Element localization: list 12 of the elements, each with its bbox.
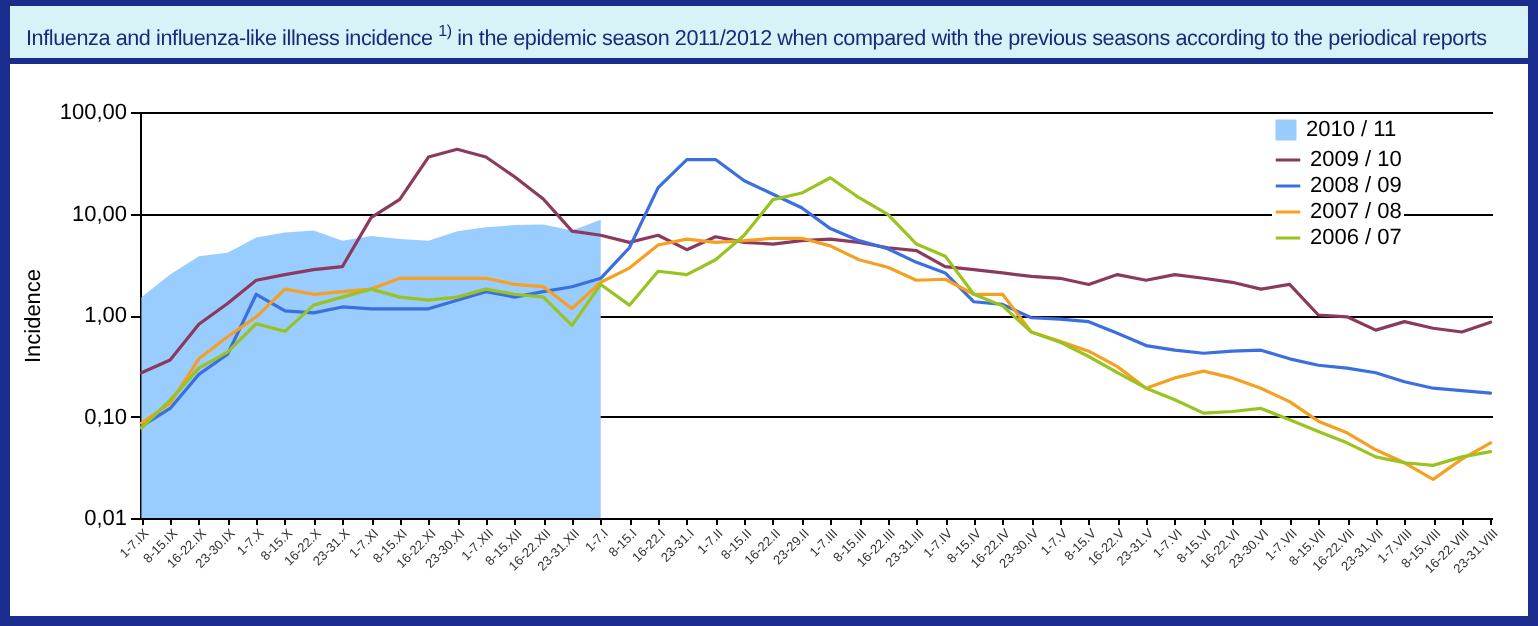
y-tick-label: 10,00: [71, 202, 127, 227]
chart-title: Influenza and influenza-like illness incidence $^{1)}$ in the epidemic season 2011/2012 when compared with the previous seasons according to the periodical reports: [10, 6, 1528, 64]
y-tick-label: 0,01: [84, 507, 127, 531]
legend-label: 2010 / 11: [1306, 118, 1397, 142]
y-tick-label: 1,00: [84, 304, 127, 328]
legend-label: 2009 / 10: [1310, 148, 1402, 172]
y-tick-label: 100,00: [59, 101, 127, 125]
y-axis-title: Incidence: [21, 268, 46, 364]
legend-label: 2008 / 09: [1310, 174, 1402, 198]
legend-label: 2006 / 07: [1310, 226, 1402, 250]
y-tick-label: 0,10: [84, 405, 127, 430]
legend-label: 2007 / 08: [1310, 200, 1402, 224]
